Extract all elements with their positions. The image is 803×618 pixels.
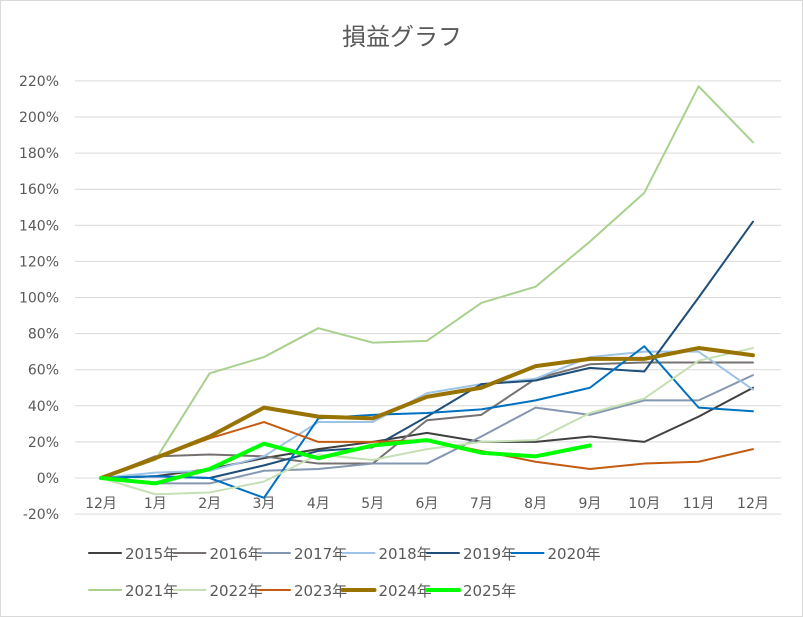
y-tick-label: 140% (19, 218, 59, 234)
y-tick-label: 40% (28, 399, 59, 415)
legend-label: 2022年 (210, 582, 263, 600)
series-line-2020年 (100, 345, 754, 499)
legend-label: 2017年 (294, 545, 347, 563)
y-tick-label: 160% (19, 182, 59, 198)
legend-label: 2023年 (294, 582, 347, 600)
x-tick-label: 8月 (524, 496, 547, 512)
x-tick-label: 12月 (737, 496, 769, 512)
y-tick-label: 100% (19, 291, 59, 307)
series-line-2025年 (99, 438, 592, 486)
x-tick-label: 4月 (307, 496, 330, 512)
x-tick-label: 10月 (628, 496, 660, 512)
legend-label: 2020年 (548, 545, 601, 563)
x-tick-label: 1月 (144, 496, 167, 512)
y-tick-label: 120% (19, 254, 59, 270)
legend-label: 2018年 (379, 545, 432, 563)
y-tick-label: 200% (19, 110, 59, 126)
legend-label: 2019年 (463, 545, 516, 563)
y-tick-label: 220% (19, 74, 59, 90)
series-line-2024年 (99, 346, 755, 480)
legend-label: 2021年 (125, 582, 178, 600)
x-tick-label: 12月 (85, 496, 117, 512)
y-tick-label: 20% (28, 435, 59, 451)
series-line-2018年 (100, 350, 754, 479)
legend-label: 2016年 (210, 545, 263, 563)
chart-title: 損益グラフ (342, 23, 462, 51)
series-line-2017年 (100, 374, 754, 485)
series-line-2021年 (100, 85, 754, 479)
x-tick-label: 6月 (416, 496, 439, 512)
x-tick-label: 3月 (253, 496, 276, 512)
x-tick-label: 9月 (579, 496, 602, 512)
x-tick-label: 11月 (683, 496, 715, 512)
legend-label: 2015年 (125, 545, 178, 563)
y-tick-label: 0% (37, 471, 59, 487)
y-tick-label: 60% (28, 363, 59, 379)
y-tick-label: 80% (28, 327, 59, 343)
series-line-2016年 (100, 361, 754, 479)
x-tick-label: 2月 (198, 496, 221, 512)
legend-label: 2025年 (463, 582, 516, 600)
x-tick-label: 7月 (470, 496, 493, 512)
y-tick-label: -20% (23, 507, 59, 523)
legend-label: 2024年 (379, 582, 432, 600)
x-tick-label: 5月 (361, 496, 384, 512)
series-line-2022年 (100, 347, 754, 496)
y-tick-label: 180% (19, 146, 59, 162)
